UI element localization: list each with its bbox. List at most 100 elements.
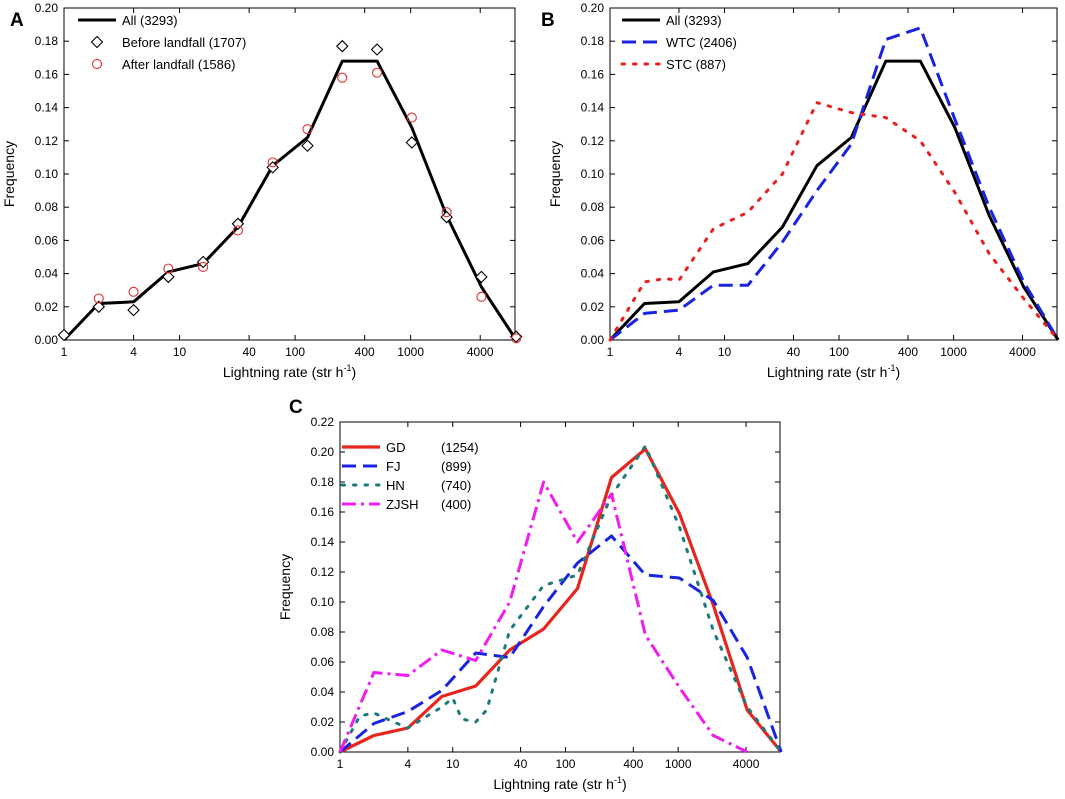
y-tick-label: 0.18 [581,34,605,48]
series-hn [338,444,783,754]
x-tick-label: 4000 [467,345,494,359]
diamond-marker [509,330,523,343]
y-tick-label: 0.12 [35,134,59,148]
legend-count: (740) [441,478,471,493]
y-tick-label: 0.10 [35,167,59,181]
circle-marker [337,72,348,83]
y-tick-label: 0.22 [311,415,335,429]
legend-label: STC (887) [666,57,726,72]
series-all [608,59,1060,342]
plot-frame [339,421,781,753]
y-tick-label: 0.14 [581,101,605,115]
y-axis-title: Frequency [547,141,563,207]
y-tick-label: 0.16 [581,67,605,81]
circle-marker [163,263,174,274]
series-after [93,67,522,344]
legend-count: (1254) [441,440,479,455]
legend-label: After landfall (1586) [122,57,235,72]
panel-b: B 0.00 0.02 0.04 0.06 0.08 0.10 0.12 0.14 0.16 0.1… [541,1,1060,380]
y-tick-label: 0.20 [581,1,605,15]
x-tick-label: 10 [173,345,187,359]
x-tick-label: 1000 [397,345,424,359]
legend-count: (899) [441,459,471,474]
legend-label: ZJSH [386,497,419,512]
y-tick-label: 0.10 [581,167,605,181]
series-before [57,39,523,343]
legend-label: FJ [386,459,400,474]
legend-label: WTC (2406) [666,35,737,50]
y-tick-label: 0.04 [311,685,335,699]
legend-circle-marker [91,58,103,70]
legend-label: HN [386,478,405,493]
x-tick-label: 400 [623,757,643,771]
y-tick-label: 0.14 [311,535,335,549]
panel-letter-c: C [289,397,303,418]
y-tick-label: 0.18 [311,475,335,489]
legend-label: GD [386,440,406,455]
y-tick-label: 0.08 [35,200,59,214]
x-tick-label: 100 [555,757,575,771]
series-wtc [609,26,1060,342]
x-tick-label: 40 [242,345,256,359]
x-tick-label: 1 [607,345,614,359]
circle-marker [406,112,417,123]
diamond-marker [405,136,419,149]
y-tick-label: 0.02 [35,300,59,314]
x-tick-label: 400 [355,345,375,359]
x-tick-label: 1000 [665,757,692,771]
series-fj [339,534,783,754]
y-tick-label: 0.14 [35,101,59,115]
x-tick-label: 40 [787,345,801,359]
legend: GD (1254) FJ (899) HN (740) ZJSH (400) [340,440,479,512]
legend: All (3293) WTC (2406) STC (887) [620,13,737,72]
x-tick-label: 4000 [733,757,760,771]
legend-count: (400) [441,497,471,512]
y-tick-label: 0.00 [581,333,605,347]
y-tick-label: 0.02 [311,715,335,729]
diamond-marker [335,39,349,53]
series-line [62,59,518,342]
series-line [339,534,783,754]
y-tick-label: 0.06 [35,233,59,247]
x-tick-label: 4 [676,345,683,359]
series-gd [339,447,783,754]
y-axis-title: Frequency [277,554,293,620]
diamond-marker [301,139,314,153]
x-tick-label: 1 [337,757,344,771]
panel-c: C 0.00 0.02 0.04 0.06 0.08 0.10 0.12 0.14 0.16 0.1… [277,397,783,792]
series-line [339,447,783,754]
y-tick-label: 0.16 [311,505,335,519]
x-tick-label: 1000 [940,345,967,359]
series-line [609,26,1060,342]
diamond-marker [92,300,106,314]
x-tick-label: 10 [446,757,460,771]
x-tick-label: 1 [61,345,68,359]
series-zjsh [338,480,748,754]
legend-diamond-marker [90,35,104,49]
y-tick-label: 0.12 [311,565,335,579]
y-tick-label: 0.16 [35,67,59,81]
x-tick-label: 4000 [1009,345,1036,359]
panel-letter-b: B [541,10,555,31]
series-line [338,480,748,754]
diamond-marker [162,270,175,284]
y-tick-label: 0.02 [581,300,605,314]
y-tick-label: 0.20 [311,445,335,459]
x-tick-label: 400 [898,345,918,359]
series-line [608,101,1060,342]
y-tick-label: 0.00 [35,333,59,347]
y-tick-label: 0.08 [311,625,335,639]
x-tick-label: 100 [285,345,305,359]
circle-marker [511,333,522,344]
circle-marker [267,157,278,168]
legend-label: All (3293) [122,13,178,28]
x-tick-label: 4 [130,345,137,359]
circle-marker [198,261,209,273]
y-axis-title: Frequency [1,141,17,207]
legend-label: Before landfall (1707) [122,35,246,50]
circle-marker [232,225,243,236]
circle-marker [441,207,452,218]
y-tick-label: 0.12 [581,134,605,148]
x-axis-title: Lightning rate (str h-1) [223,363,356,380]
